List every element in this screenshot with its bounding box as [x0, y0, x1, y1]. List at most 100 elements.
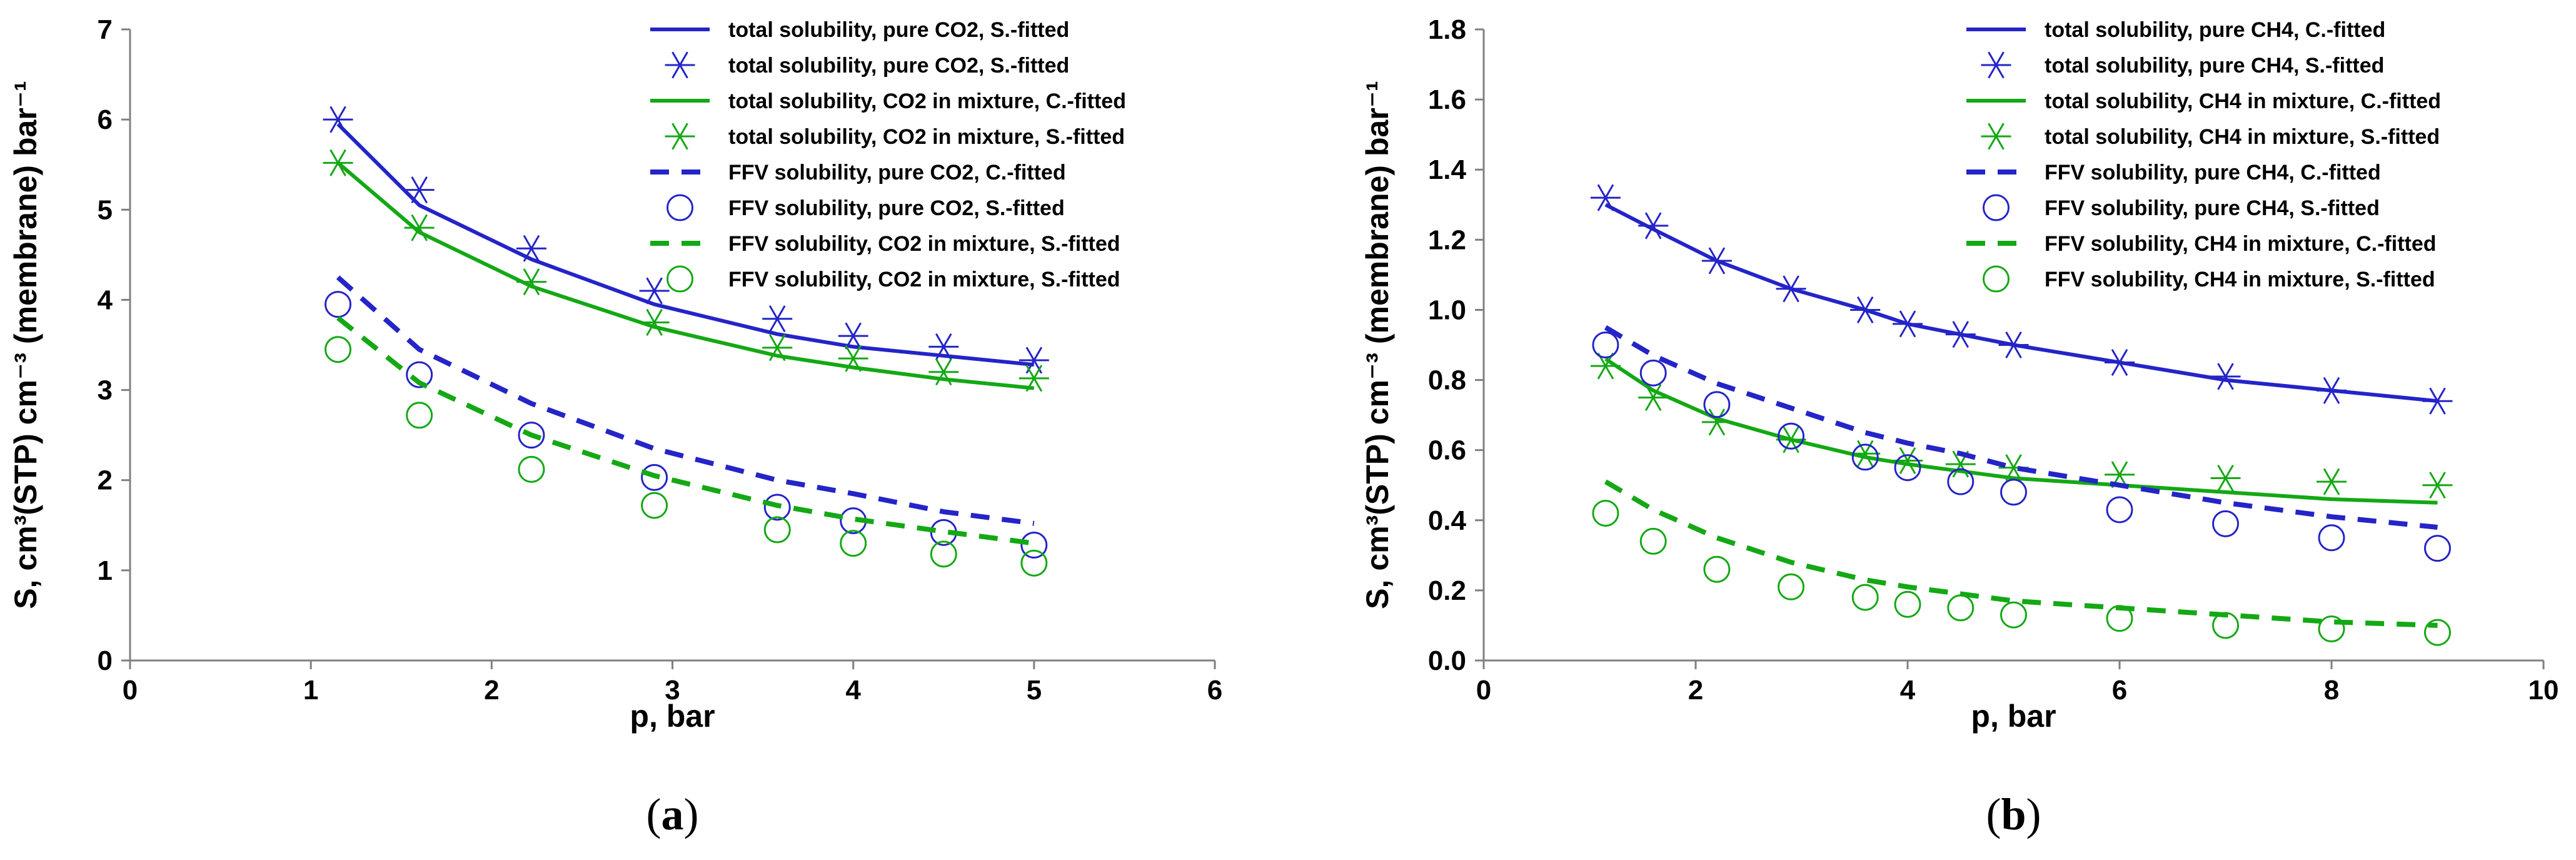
data-point: [2000, 601, 2027, 629]
y-tick-label: 5: [98, 195, 113, 225]
data-point-glyph: [1998, 331, 2029, 359]
x-tick-label: 2: [484, 675, 499, 706]
data-point-glyph: [1701, 247, 1732, 275]
series-5: [325, 291, 1048, 559]
series-6: [1604, 479, 2438, 628]
x-tick-label: 5: [1027, 675, 1042, 706]
x-axis-label: p, bar: [1971, 699, 2056, 734]
data-point: [1638, 384, 1669, 412]
y-tick-label: 0: [98, 645, 113, 676]
data-point-glyph: [1701, 408, 1732, 436]
series-1: [323, 106, 1049, 374]
legend-swatch: [1981, 123, 2011, 150]
data-point: [1592, 331, 1619, 358]
data-point: [1638, 212, 1669, 240]
data-point: [516, 235, 546, 262]
y-axis-label: S, cm³(STP) cm⁻³ (membrane) bar⁻¹: [1360, 81, 1395, 609]
legend-label: FFV solubility, pure CO2, C.-fitted: [728, 161, 1066, 185]
series-0: [336, 123, 1035, 367]
x-tick-label: 4: [1900, 675, 1916, 706]
y-tick-label: 1.6: [1428, 84, 1466, 115]
data-point: [2212, 510, 2239, 537]
data-point-glyph: [1850, 296, 1881, 323]
series-line: [1604, 325, 2438, 530]
data-point-glyph: [1893, 310, 1923, 338]
data-point-glyph: [1019, 347, 1049, 374]
data-point: [2318, 524, 2345, 552]
data-point-glyph: [928, 358, 959, 386]
data-point-glyph: [2422, 387, 2453, 415]
legend-entry: total solubility, pure CO2, S.-fitted: [665, 51, 1069, 79]
legend-swatch-glyph: [665, 51, 695, 79]
data-point: [1851, 443, 1879, 471]
data-point: [2422, 387, 2453, 415]
data-point: [2424, 619, 2451, 646]
legend-label: FFV solubility, CO2 in mixture, S.-fitte…: [728, 232, 1120, 256]
y-tick-label: 6: [98, 104, 113, 135]
data-point: [838, 322, 868, 350]
data-point: [1850, 296, 1881, 323]
series-3: [323, 149, 1049, 392]
data-point-glyph: [1019, 365, 1049, 392]
x-axis-label: p, bar: [630, 699, 715, 734]
y-tick-label: 7: [98, 14, 113, 45]
data-point: [639, 277, 670, 305]
data-point: [2317, 468, 2347, 495]
data-point-glyph: [323, 106, 353, 133]
legend-entry: total solubility, CH4 in mixture, S.-fit…: [1981, 123, 2440, 150]
data-point: [1778, 422, 1805, 450]
legend-label: total solubility, pure CO2, S.-fitted: [728, 18, 1069, 42]
data-point: [404, 214, 435, 241]
data-point-glyph: [323, 149, 353, 176]
y-tick-label: 0.0: [1428, 645, 1466, 676]
data-point: [1947, 468, 1975, 495]
legend-entry: total solubility, CO2 in mixture, S.-fit…: [665, 123, 1125, 150]
legend-entry: FFV solubility, pure CO2, S.-fitted: [667, 194, 1065, 221]
data-point: [1590, 184, 1621, 211]
legend-entry: FFV solubility, CH4 in mixture, C.-fitte…: [1966, 232, 2437, 256]
series-7: [325, 336, 1048, 577]
series-7: [1592, 500, 2451, 646]
data-point-glyph: [516, 235, 546, 262]
series-line: [1604, 203, 2438, 403]
legend-swatch-glyph: [1981, 123, 2011, 150]
legend-label: total solubility, pure CO2, S.-fitted: [728, 54, 1069, 78]
series-2: [1604, 357, 2438, 505]
y-tick-label: 1.8: [1428, 14, 1466, 45]
data-point: [518, 455, 545, 483]
chart-b: 0.0 0.2 0.4 0.6 0.8 1.0 1.2 1.4 1.6 1.8 0 2 4 6 8 10 p, …: [1360, 14, 2558, 839]
data-point: [1701, 408, 1732, 436]
legend-swatch: [665, 123, 695, 150]
series-1: [1590, 184, 2453, 415]
data-point-glyph: [404, 214, 435, 241]
data-point: [762, 305, 793, 333]
series-line: [336, 316, 1035, 546]
data-point-glyph: [1638, 212, 1669, 240]
series-6: [336, 316, 1035, 546]
data-point: [2212, 612, 2239, 639]
legend-swatch: [1983, 194, 2010, 221]
chart-a: 0 1 2 3 4 5 6 7 0 1 2 3 4 5 6 p, bar S, cm³(STP) cm⁻³ (m…: [8, 14, 1222, 839]
legend-entry: total solubility, pure CO2, S.-fitted: [650, 18, 1069, 42]
data-point: [639, 308, 670, 336]
legend-entry: total solubility, pure CH4, C.-fitted: [1966, 18, 2385, 42]
series-line: [1604, 479, 2438, 628]
data-point: [323, 149, 353, 176]
data-point: [1893, 310, 1923, 338]
data-point: [928, 333, 959, 360]
y-tick-label: 0.4: [1428, 505, 1467, 536]
y-tick-label: 0.6: [1428, 435, 1466, 466]
legend-entry: FFV solubility, pure CH4, S.-fitted: [1983, 194, 2380, 221]
legend-label: FFV solubility, CH4 in mixture, C.-fitte…: [2045, 232, 2437, 256]
data-point-glyph: [1638, 384, 1669, 412]
x-tick-label: 8: [2324, 675, 2339, 706]
data-point: [1019, 365, 1049, 392]
data-point: [2210, 363, 2241, 390]
series-5: [1592, 331, 2451, 562]
x-tick-label: 3: [665, 675, 680, 706]
data-point: [838, 345, 868, 372]
y-tick-label: 1.4: [1428, 154, 1467, 185]
data-point: [763, 493, 791, 521]
data-point-glyph: [838, 322, 868, 350]
